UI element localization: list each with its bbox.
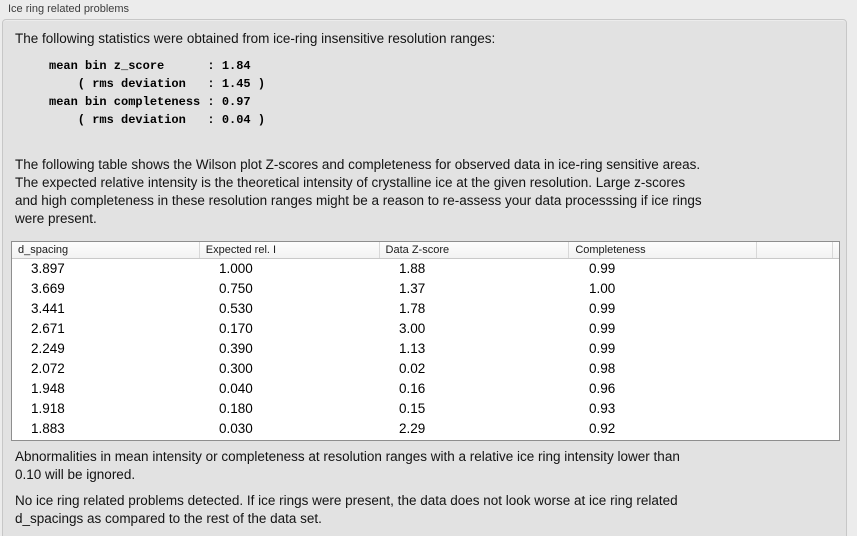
cell-d-spacing: 1.948 <box>31 381 65 396</box>
cell-expected-rel-i: 1.000 <box>219 261 253 276</box>
column-header-completeness[interactable]: Completeness <box>569 242 758 258</box>
cell-completeness: 0.99 <box>589 261 616 276</box>
ignore-rule-text: Abnormalities in mean intensity or compl… <box>15 449 680 482</box>
cell-d-spacing: 1.918 <box>31 401 65 416</box>
table-row[interactable]: 2.671 0.170 3.00 0.99 <box>12 319 839 339</box>
cell-expected-rel-i: 0.040 <box>219 381 253 396</box>
groupbox-title: Ice ring related problems <box>8 3 130 15</box>
cell-expected-rel-i: 0.300 <box>219 361 253 376</box>
cell-data-z-score: 1.88 <box>399 261 426 276</box>
table-body: 3.897 1.000 1.88 0.99 3.669 0.750 1.37 1… <box>12 259 839 440</box>
cell-d-spacing: 3.897 <box>31 261 65 276</box>
cell-expected-rel-i: 0.530 <box>219 301 253 316</box>
ice-ring-table: d_spacing Expected rel. I Data Z-score C… <box>11 241 840 441</box>
conclusion-text: No ice ring related problems detected. I… <box>15 493 678 526</box>
cell-data-z-score: 0.15 <box>399 401 426 416</box>
intro-text: The following statistics were obtained f… <box>15 31 496 46</box>
cell-d-spacing: 2.671 <box>31 321 65 336</box>
ice-ring-groupbox: The following statistics were obtained f… <box>2 19 847 536</box>
cell-data-z-score: 2.29 <box>399 421 426 436</box>
cell-data-z-score: 1.37 <box>399 281 426 296</box>
cell-expected-rel-i: 0.170 <box>219 321 253 336</box>
cell-completeness: 0.99 <box>589 341 616 356</box>
cell-expected-rel-i: 0.030 <box>219 421 253 436</box>
cell-completeness: 0.99 <box>589 321 616 336</box>
cell-expected-rel-i: 0.750 <box>219 281 253 296</box>
cell-completeness: 0.99 <box>589 301 616 316</box>
stats-block: mean bin z_score : 1.84 ( rms deviation … <box>49 59 266 127</box>
table-row[interactable]: 1.948 0.040 0.16 0.96 <box>12 379 839 399</box>
table-row[interactable]: 2.249 0.390 1.13 0.99 <box>12 339 839 359</box>
table-row[interactable]: 3.897 1.000 1.88 0.99 <box>12 259 839 279</box>
cell-data-z-score: 0.02 <box>399 361 426 376</box>
cell-completeness: 0.98 <box>589 361 616 376</box>
cell-d-spacing: 2.072 <box>31 361 65 376</box>
column-header-expected-rel-i[interactable]: Expected rel. I <box>200 242 380 258</box>
table-header-row: d_spacing Expected rel. I Data Z-score C… <box>12 242 839 259</box>
column-header-filler <box>833 242 839 258</box>
cell-data-z-score: 1.13 <box>399 341 426 356</box>
cell-completeness: 0.93 <box>589 401 616 416</box>
cell-d-spacing: 2.249 <box>31 341 65 356</box>
cell-completeness: 0.96 <box>589 381 616 396</box>
cell-d-spacing: 3.441 <box>31 301 65 316</box>
cell-d-spacing: 1.883 <box>31 421 65 436</box>
column-header-d-spacing[interactable]: d_spacing <box>12 242 200 258</box>
cell-completeness: 0.92 <box>589 421 616 436</box>
column-header-data-z-score[interactable]: Data Z-score <box>380 242 570 258</box>
cell-data-z-score: 1.78 <box>399 301 426 316</box>
cell-data-z-score: 3.00 <box>399 321 426 336</box>
table-description-text: The following table shows the Wilson plo… <box>15 157 702 226</box>
table-row[interactable]: 3.441 0.530 1.78 0.99 <box>12 299 839 319</box>
table-row[interactable]: 1.883 0.030 2.29 0.92 <box>12 419 839 439</box>
table-row[interactable]: 1.918 0.180 0.15 0.93 <box>12 399 839 419</box>
table-row[interactable]: 3.669 0.750 1.37 1.00 <box>12 279 839 299</box>
table-row[interactable]: 2.072 0.300 0.02 0.98 <box>12 359 839 379</box>
cell-data-z-score: 0.16 <box>399 381 426 396</box>
column-header-empty[interactable] <box>757 242 833 258</box>
cell-expected-rel-i: 0.180 <box>219 401 253 416</box>
cell-expected-rel-i: 0.390 <box>219 341 253 356</box>
cell-completeness: 1.00 <box>589 281 616 296</box>
cell-d-spacing: 3.669 <box>31 281 65 296</box>
